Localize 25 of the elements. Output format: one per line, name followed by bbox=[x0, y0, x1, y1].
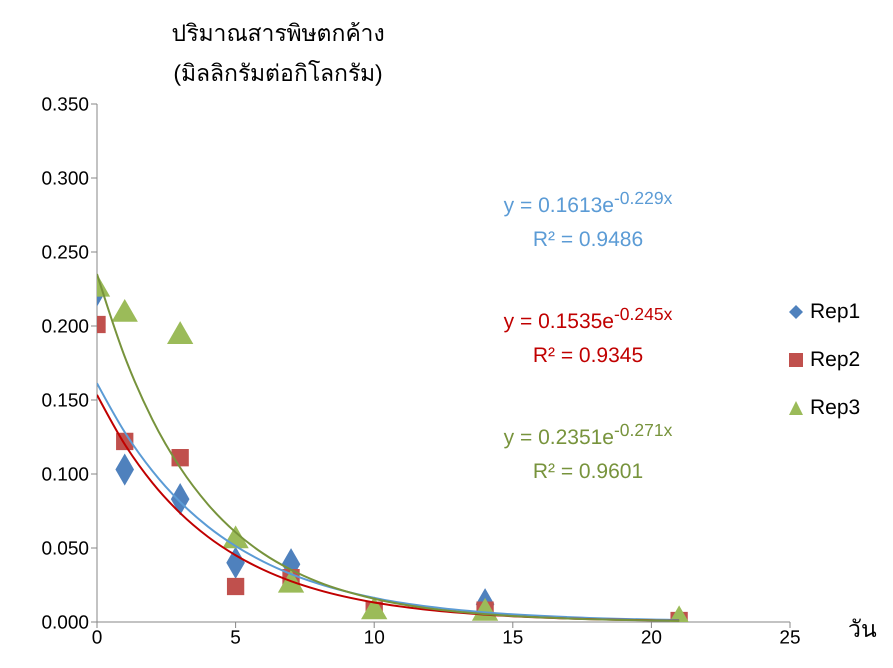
y-tick-label: 0.150 bbox=[41, 390, 89, 412]
y-tick-label: 0.100 bbox=[41, 464, 89, 486]
y-axis-title: ปริมาณสารพิษตกค้าง (มิลลิกรัมต่อกิโลกรัม) bbox=[170, 19, 386, 88]
x-tick-label: 10 bbox=[364, 627, 385, 648]
annotation: y = 0.2351e$^{-0.271x}$ bbox=[502, 420, 674, 450]
y-tick-label: 0.200 bbox=[41, 316, 89, 338]
y-tick-label: 0.350 bbox=[41, 94, 89, 116]
legend-label: Rep2 bbox=[810, 348, 860, 372]
x-tick-label: 0 bbox=[92, 627, 102, 648]
y-tick-label: 0.050 bbox=[41, 538, 89, 560]
annotation: R² = 0.9486 bbox=[532, 228, 644, 252]
legend-label: Rep3 bbox=[810, 396, 860, 420]
x-tick-label: 15 bbox=[502, 627, 524, 648]
legend-label: Rep1 bbox=[810, 300, 860, 324]
annotation: R² = 0.9345 bbox=[532, 344, 644, 368]
y-tick-label: 0.300 bbox=[41, 168, 89, 190]
y-tick-label: 0.250 bbox=[41, 242, 89, 264]
annotation: R² = 0.9601 bbox=[532, 460, 644, 484]
x-tick-label: 25 bbox=[779, 627, 801, 648]
x-tick-label: 20 bbox=[640, 627, 662, 648]
x-axis-title: วัน bbox=[848, 615, 877, 644]
annotation: y = 0.1613e$^{-0.229x}$ bbox=[502, 188, 674, 218]
annotation: y = 0.1535e$^{-0.245x}$ bbox=[502, 304, 674, 334]
y-tick-label: 0.000 bbox=[41, 612, 89, 634]
x-tick-label: 5 bbox=[230, 627, 241, 648]
